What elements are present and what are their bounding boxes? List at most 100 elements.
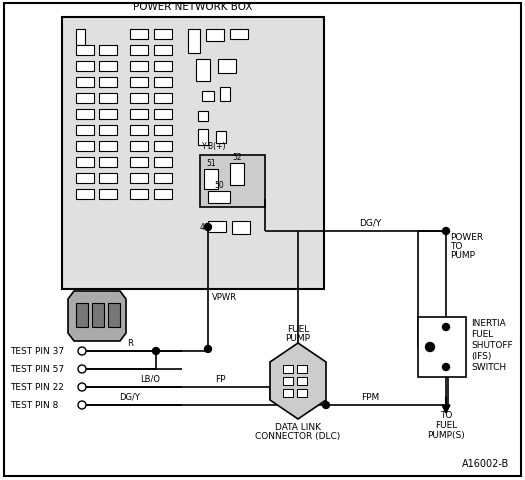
Bar (283, 377, 293, 385)
Text: TO: TO (450, 242, 463, 251)
Bar (99, 62, 117, 72)
Bar (76, 126, 94, 136)
Bar (418, 317, 466, 377)
FancyArrow shape (442, 397, 450, 413)
Bar (130, 174, 148, 184)
Circle shape (78, 383, 86, 391)
Bar (204, 169, 218, 190)
Bar (130, 46, 148, 56)
Bar (130, 190, 148, 200)
Bar (154, 62, 172, 72)
Bar (283, 365, 293, 373)
Bar (130, 62, 148, 72)
Bar (154, 46, 172, 56)
Bar (99, 174, 117, 184)
Polygon shape (68, 291, 126, 341)
Text: DATA LINK: DATA LINK (275, 422, 321, 432)
Bar (154, 190, 172, 200)
Text: FUEL: FUEL (435, 420, 457, 430)
Text: POWER: POWER (450, 233, 483, 242)
Bar (99, 142, 117, 152)
Bar (297, 389, 307, 397)
Text: DG/Y: DG/Y (359, 218, 381, 228)
Bar (198, 112, 208, 122)
Text: Y·B(+): Y·B(+) (202, 142, 226, 151)
Bar (208, 192, 230, 204)
Text: 50: 50 (214, 180, 224, 190)
Bar (130, 126, 148, 136)
Bar (76, 190, 94, 200)
Bar (198, 130, 208, 146)
Bar (130, 157, 148, 168)
Bar (154, 142, 172, 152)
Bar (130, 30, 148, 40)
Circle shape (443, 364, 449, 371)
Bar (130, 78, 148, 88)
Bar (99, 94, 117, 104)
Circle shape (322, 402, 330, 408)
Text: 52: 52 (232, 153, 242, 162)
Bar (283, 389, 293, 397)
Text: CONNECTOR (DLC): CONNECTOR (DLC) (255, 432, 341, 441)
Text: TEST PIN 8: TEST PIN 8 (10, 401, 58, 409)
Bar (154, 110, 172, 120)
Text: VPWR: VPWR (212, 293, 237, 302)
Bar (130, 94, 148, 104)
Text: DG/Y: DG/Y (120, 392, 141, 401)
Polygon shape (270, 343, 326, 419)
Bar (130, 110, 148, 120)
Circle shape (78, 347, 86, 355)
Bar (76, 303, 88, 327)
Bar (206, 30, 224, 42)
Text: PUMP: PUMP (286, 334, 310, 343)
Bar (200, 156, 265, 207)
Bar (99, 110, 117, 120)
Bar (76, 62, 94, 72)
Bar (130, 142, 148, 152)
Bar (208, 222, 226, 232)
Bar (99, 190, 117, 200)
Bar (154, 78, 172, 88)
Circle shape (425, 343, 435, 352)
Bar (76, 142, 94, 152)
Bar (99, 46, 117, 56)
Text: POWER NETWORK BOX: POWER NETWORK BOX (133, 2, 253, 12)
Bar (220, 88, 230, 102)
Bar (297, 365, 307, 373)
Bar (76, 157, 94, 168)
Circle shape (78, 401, 86, 409)
Bar (92, 303, 104, 327)
Text: FP: FP (215, 374, 225, 383)
Text: PUMP: PUMP (450, 251, 475, 260)
Text: 46: 46 (199, 223, 209, 232)
Text: A16002-B: A16002-B (462, 458, 509, 468)
Bar (76, 174, 94, 184)
Circle shape (205, 224, 212, 231)
Circle shape (78, 365, 86, 373)
Bar (76, 30, 85, 46)
Text: FUEL: FUEL (471, 330, 494, 339)
Text: PUMP(S): PUMP(S) (427, 431, 465, 440)
Bar (202, 92, 214, 102)
Text: R: R (127, 338, 133, 347)
Bar (188, 30, 200, 54)
Bar (76, 94, 94, 104)
Bar (154, 126, 172, 136)
Bar (62, 18, 324, 289)
Bar (154, 157, 172, 168)
Bar (76, 110, 94, 120)
Text: TEST PIN 37: TEST PIN 37 (10, 347, 64, 356)
Circle shape (205, 346, 212, 353)
Bar (99, 157, 117, 168)
Bar (76, 46, 94, 56)
Text: (IFS): (IFS) (471, 352, 491, 361)
Text: FPM: FPM (361, 392, 379, 401)
Bar (99, 126, 117, 136)
Bar (297, 377, 307, 385)
Bar (154, 30, 172, 40)
Circle shape (443, 228, 449, 235)
Bar (99, 78, 117, 88)
Bar (154, 174, 172, 184)
Text: SHUTOFF: SHUTOFF (471, 341, 512, 350)
Bar (230, 164, 244, 186)
